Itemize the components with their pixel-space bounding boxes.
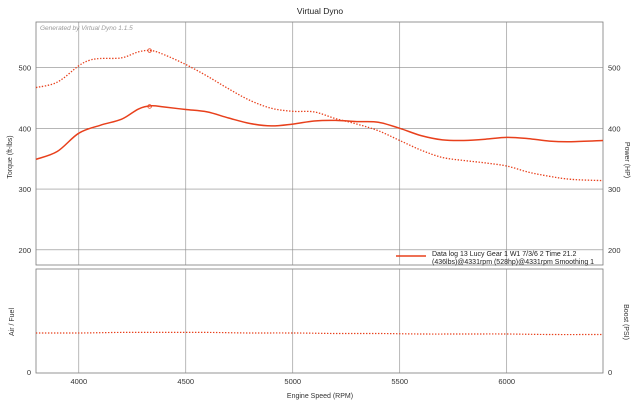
afr-plot-grid bbox=[78, 269, 508, 373]
torque-tick-label: 500 bbox=[18, 64, 31, 73]
chart-title: Virtual Dyno bbox=[297, 6, 343, 16]
watermark: Generated by Virtual Dyno 1.1.5 bbox=[40, 25, 133, 32]
torque-tick-label: 200 bbox=[18, 246, 31, 255]
legend-line-2: (436lbs)@4331rpm (528hp)@4331rpm Smoothi… bbox=[432, 259, 594, 266]
rpm-x-ticks: 4000 4500 5000 5500 6000 bbox=[70, 377, 515, 386]
torque-tick-label: 400 bbox=[18, 124, 31, 133]
x-tick-label: 5500 bbox=[391, 377, 408, 386]
power-curve bbox=[35, 49, 604, 182]
torque-axis-label: Torque (ft-lbs) bbox=[7, 135, 14, 178]
torque-y-ticks: 200 300 400 500 bbox=[18, 64, 31, 255]
afr-curve bbox=[35, 331, 604, 336]
boost-y-ticks: 0 bbox=[608, 368, 612, 377]
x-tick-label: 4500 bbox=[177, 377, 194, 386]
torque-plot-series bbox=[35, 48, 604, 182]
power-tick-label: 400 bbox=[608, 124, 621, 133]
power-axis-label: Power (HP) bbox=[623, 142, 630, 178]
x-tick-label: 4000 bbox=[70, 377, 87, 386]
legend: Data log 13 Lucy Gear 1 W1 7/3/6 2 Time … bbox=[396, 251, 594, 266]
boost-tick-label: 0 bbox=[608, 368, 612, 377]
afr-y-ticks: 0 bbox=[27, 368, 31, 377]
x-tick-label: 6000 bbox=[498, 377, 515, 386]
afr-axis-label: Air / Fuel bbox=[9, 308, 16, 336]
torque-plot-grid bbox=[36, 22, 603, 265]
boost-axis-label: Boost (PSI) bbox=[622, 304, 629, 340]
legend-line-1: Data log 13 Lucy Gear 1 W1 7/3/6 2 Time … bbox=[432, 251, 576, 258]
afr-tick-label: 0 bbox=[27, 368, 31, 377]
torque-plot-frame bbox=[35, 21, 604, 266]
peak-marker bbox=[147, 104, 152, 109]
torque-tick-label: 300 bbox=[18, 185, 31, 194]
power-tick-label: 200 bbox=[608, 246, 621, 255]
power-y-ticks: 200 300 400 500 bbox=[608, 64, 621, 255]
afr-plot-series bbox=[35, 331, 604, 336]
x-tick-label: 5000 bbox=[284, 377, 301, 386]
rpm-axis-label: Engine Speed (RPM) bbox=[287, 393, 353, 400]
peak-marker bbox=[147, 48, 152, 53]
torque-curve bbox=[35, 104, 604, 161]
power-tick-label: 500 bbox=[608, 64, 621, 73]
afr-plot-frame bbox=[35, 268, 604, 374]
power-tick-label: 300 bbox=[608, 185, 621, 194]
